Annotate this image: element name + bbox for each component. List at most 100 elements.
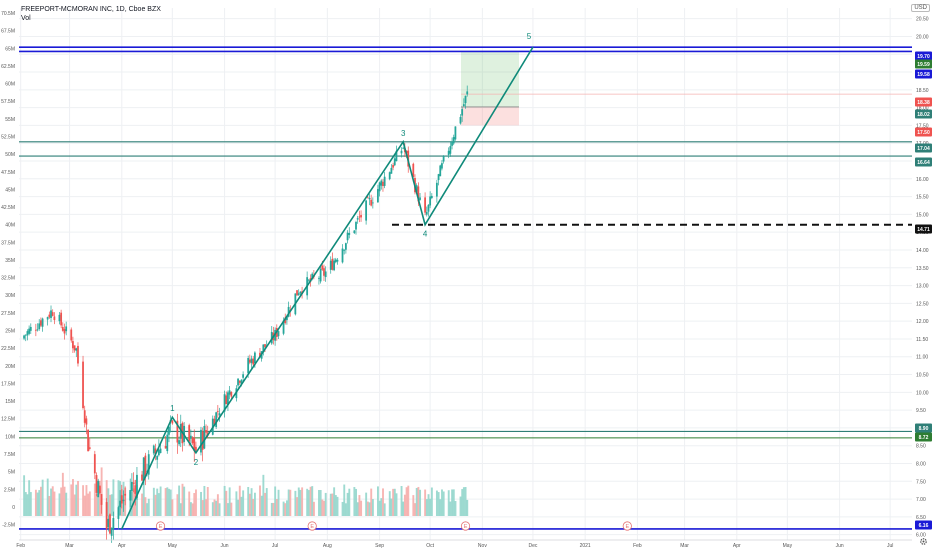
volume-tick-label: 65M	[5, 46, 15, 52]
volume-bar	[298, 488, 300, 516]
candle-body	[453, 137, 455, 143]
volume-tick-label: 37.5M	[1, 240, 15, 246]
candle-body	[439, 165, 441, 176]
volume-bar	[215, 501, 217, 516]
candle-body	[52, 312, 54, 316]
candle-body	[143, 458, 145, 481]
gear-icon[interactable]	[919, 537, 928, 546]
volume-bar	[299, 490, 301, 516]
volume-bar	[230, 503, 232, 516]
candle-body	[35, 330, 37, 331]
candle-body	[195, 447, 197, 451]
volume-bar	[192, 503, 194, 516]
price-tick-label: 11.00	[916, 355, 928, 361]
volume-bar	[23, 475, 25, 516]
volume-bar	[205, 499, 207, 516]
candle-body	[460, 117, 462, 123]
volume-tick-label: 47.5M	[1, 170, 15, 176]
candle-body	[65, 326, 67, 331]
candle-body	[217, 411, 219, 412]
candle-body	[134, 485, 136, 494]
candle-body	[426, 212, 428, 215]
volume-bar	[461, 489, 463, 516]
candle-body	[112, 518, 114, 529]
volume-bar	[333, 487, 335, 516]
volume-bar	[156, 489, 158, 516]
candle-body	[353, 231, 355, 234]
volume-bar	[200, 492, 202, 516]
volume-bar	[360, 501, 362, 516]
candle-body	[94, 454, 96, 473]
price-axis[interactable]: 20.5020.0019.5019.0018.5018.0017.5017.00…	[915, 17, 932, 539]
time-tick-label: Jun	[836, 543, 844, 549]
candle-body	[42, 319, 44, 327]
candle-body	[308, 280, 310, 281]
volume-bar	[337, 497, 339, 516]
volume-bar	[392, 489, 394, 516]
candle-body	[463, 104, 465, 106]
candle-body	[299, 292, 301, 294]
candle-body	[348, 233, 350, 235]
volume-bar	[224, 486, 226, 516]
candle-body	[357, 218, 359, 219]
volume-bar	[178, 486, 180, 516]
candle-body	[50, 310, 52, 318]
volume-bar	[214, 499, 216, 516]
candle-body	[23, 336, 25, 339]
candle-body	[337, 260, 339, 262]
volume-tick-label: 2.5M	[4, 487, 15, 493]
time-tick-label: Nov	[478, 543, 487, 549]
candle-body	[360, 215, 362, 217]
volume-bar	[266, 488, 268, 516]
volume-bar	[207, 487, 209, 516]
volume-tick-label: 40M	[5, 223, 15, 229]
candle-body	[171, 420, 173, 423]
volume-bar	[65, 493, 67, 516]
volume-bar	[460, 497, 462, 516]
candle-body	[141, 475, 143, 481]
target-zone	[461, 51, 519, 107]
candle-body	[370, 200, 372, 206]
candle-body	[345, 243, 347, 250]
volume-tick-label: 62.5M	[1, 64, 15, 70]
candle-body	[365, 201, 367, 221]
long-position-tool[interactable]	[461, 51, 912, 125]
candle-body	[402, 148, 404, 149]
volume-tick-label: -2.5M	[2, 523, 15, 529]
volume-bar	[25, 492, 27, 516]
candle-body	[107, 519, 109, 527]
volume-bar	[217, 494, 219, 516]
volume-bar	[465, 487, 467, 516]
candle-body	[75, 348, 77, 350]
volume-bar	[390, 499, 392, 516]
volume-tick-label: 10M	[5, 434, 15, 440]
volume-bar	[74, 494, 76, 516]
currency-badge[interactable]: USD	[911, 4, 930, 12]
candle-body	[178, 440, 180, 444]
volume-bar	[48, 496, 50, 516]
volume-bar	[301, 487, 303, 516]
stop-zone	[461, 107, 519, 126]
candle-body	[111, 528, 113, 536]
candle-body	[239, 381, 241, 383]
candle-body	[124, 494, 126, 496]
candle-body	[225, 395, 227, 404]
volume-bar	[419, 490, 421, 516]
volume-bar	[259, 485, 261, 516]
price-tick-label: 8.50	[916, 444, 926, 450]
candle-body	[323, 268, 325, 275]
volume-bar	[342, 502, 344, 516]
volume-bar	[276, 499, 278, 516]
candle-body	[466, 91, 468, 94]
volume-bar	[431, 488, 433, 516]
volume-bar	[436, 491, 438, 516]
volume-bar	[252, 499, 254, 516]
volume-bar	[288, 490, 290, 516]
volume-bar	[146, 503, 148, 516]
price-tag-label: 8.72	[919, 435, 929, 441]
candle-body	[355, 222, 357, 230]
price-tag-label: 19.58	[917, 72, 930, 78]
